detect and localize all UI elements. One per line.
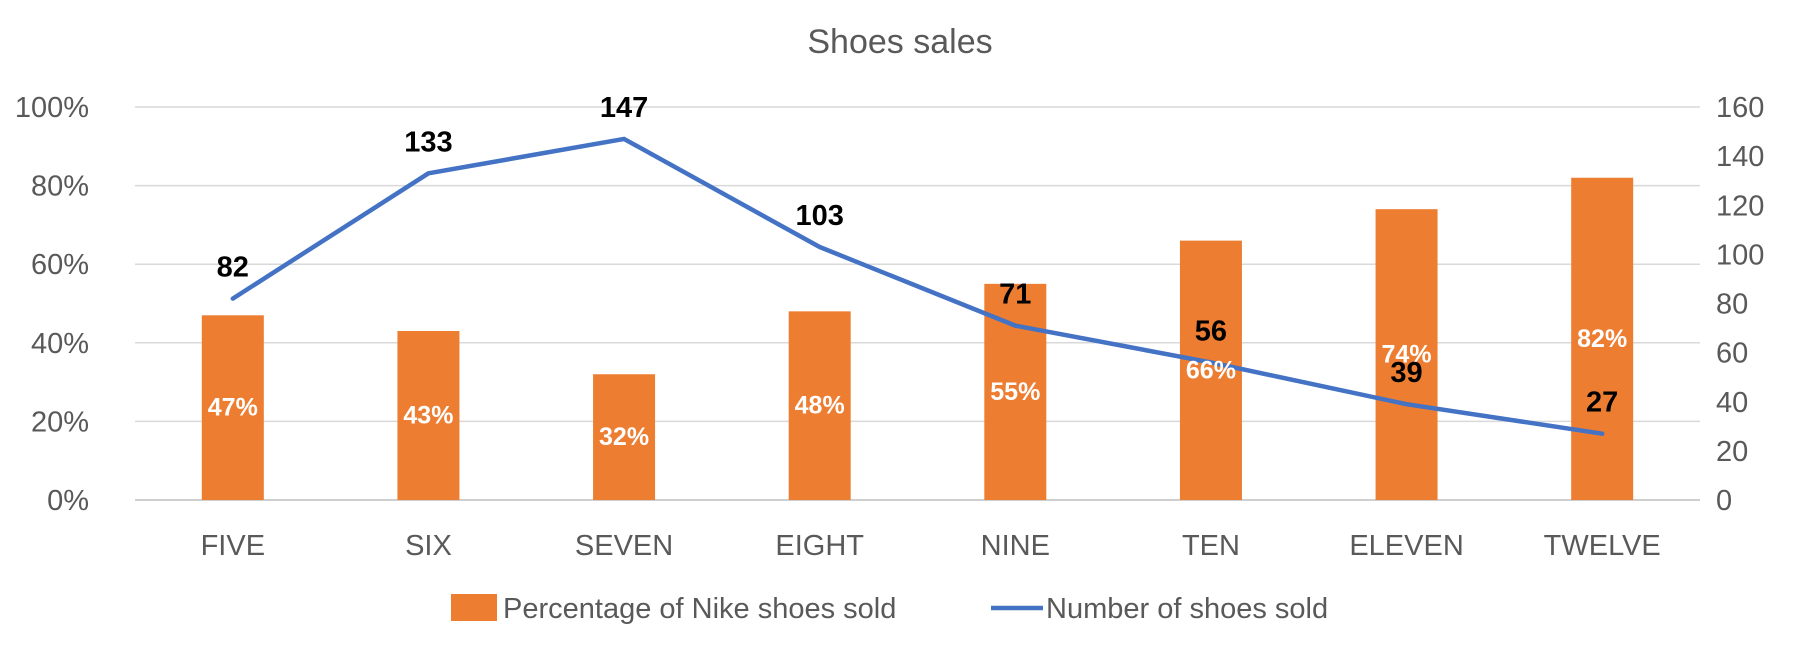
bar — [1571, 177, 1634, 501]
line-data-label: 82 — [217, 252, 249, 284]
line-series: 47% 43% 32% 48% 55% 66% 74% 82% 82 133 147 103 71 56 3… — [208, 92, 1627, 451]
line-data-label: 133 — [404, 126, 452, 158]
bar-data-label: 55% — [990, 378, 1040, 406]
right-axis-tick-label: 0 — [1716, 485, 1732, 517]
bar-data-label: 82% — [1577, 325, 1627, 353]
category-label: TEN — [1182, 530, 1240, 562]
right-axis-ticks: 0 20 40 60 80 100 120 140 160 — [1716, 92, 1764, 517]
line-data-label: 39 — [1390, 357, 1422, 389]
category-label: SEVEN — [575, 530, 673, 562]
line-data-label: 27 — [1586, 387, 1618, 419]
category-label: EIGHT — [775, 530, 864, 562]
bar-data-label: 47% — [208, 394, 258, 422]
bar — [984, 283, 1047, 500]
category-label: FIVE — [201, 530, 265, 562]
category-label: TWELVE — [1544, 530, 1661, 562]
left-axis-tick-label: 60% — [31, 249, 89, 281]
right-axis-tick-label: 20 — [1716, 436, 1748, 468]
gridlines — [135, 106, 1700, 501]
right-axis-tick-label: 140 — [1716, 141, 1764, 173]
series-line — [230, 136, 1605, 436]
line-data-label: 103 — [795, 200, 843, 232]
bar — [201, 315, 264, 500]
right-axis-tick-label: 120 — [1716, 190, 1764, 222]
category-label: ELEVEN — [1349, 530, 1463, 562]
legend-label-bar: Percentage of Nike shoes sold — [503, 593, 896, 625]
bar-data-label: 43% — [403, 402, 453, 430]
left-axis-tick-label: 20% — [31, 406, 89, 438]
right-axis-tick-label: 160 — [1716, 92, 1764, 124]
left-axis-tick-label: 100% — [15, 92, 89, 124]
legend: Percentage of Nike shoes sold Number of … — [451, 593, 1328, 625]
bar-data-label: 48% — [795, 392, 845, 420]
chart-title: Shoes sales — [807, 23, 992, 61]
line-data-label: 56 — [1195, 315, 1227, 347]
bar — [397, 331, 460, 500]
bar-data-label: 32% — [599, 423, 649, 451]
right-axis-tick-label: 100 — [1716, 239, 1764, 271]
right-axis-tick-label: 60 — [1716, 338, 1748, 370]
bar — [593, 374, 656, 500]
right-axis-tick-label: 40 — [1716, 387, 1748, 419]
line-data-label: 147 — [600, 92, 648, 124]
bar — [1375, 209, 1438, 500]
left-axis-tick-label: 40% — [31, 328, 89, 360]
bar-data-label: 66% — [1186, 356, 1236, 384]
category-label: NINE — [981, 530, 1050, 562]
category-labels: FIVE SIX SEVEN EIGHT NINE TEN ELEVEN TWELVE — [201, 530, 1661, 562]
legend-label-line: Number of shoes sold — [1046, 593, 1328, 625]
bar — [1179, 240, 1242, 500]
legend-swatch-bar — [451, 594, 497, 621]
left-axis-ticks: 0% 20% 40% 60% 80% 100% — [15, 92, 89, 517]
line-data-label: 71 — [999, 279, 1031, 311]
category-label: SIX — [405, 530, 452, 562]
bar-series — [201, 177, 1634, 501]
bar-data-label: 74% — [1382, 341, 1432, 369]
left-axis-tick-label: 0% — [47, 485, 89, 517]
right-axis-tick-label: 80 — [1716, 289, 1748, 321]
bar — [788, 311, 851, 500]
left-axis-tick-label: 80% — [31, 171, 89, 203]
